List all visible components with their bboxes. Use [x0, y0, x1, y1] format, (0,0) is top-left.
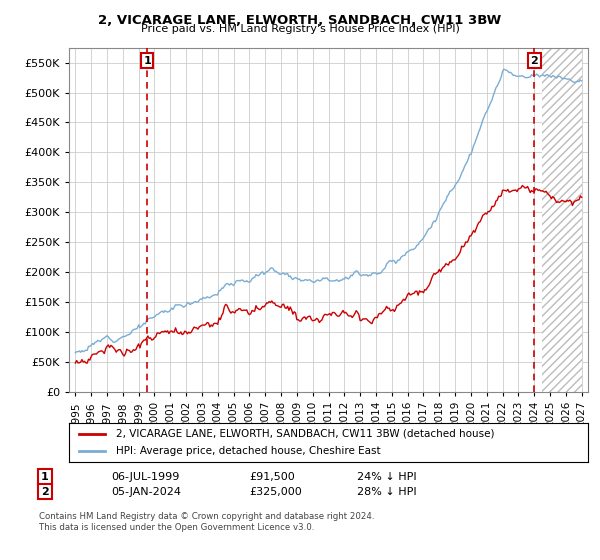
Text: 28% ↓ HPI: 28% ↓ HPI [357, 487, 416, 497]
Text: 2, VICARAGE LANE, ELWORTH, SANDBACH, CW11 3BW (detached house): 2, VICARAGE LANE, ELWORTH, SANDBACH, CW1… [116, 429, 494, 439]
Text: 1: 1 [41, 472, 49, 482]
Text: 05-JAN-2024: 05-JAN-2024 [111, 487, 181, 497]
Text: 2, VICARAGE LANE, ELWORTH, SANDBACH, CW11 3BW: 2, VICARAGE LANE, ELWORTH, SANDBACH, CW1… [98, 14, 502, 27]
Text: 24% ↓ HPI: 24% ↓ HPI [357, 472, 416, 482]
Text: 1: 1 [143, 56, 151, 66]
Text: 2: 2 [41, 487, 49, 497]
Text: HPI: Average price, detached house, Cheshire East: HPI: Average price, detached house, Ches… [116, 446, 380, 456]
Text: 2: 2 [530, 56, 538, 66]
Text: £91,500: £91,500 [249, 472, 295, 482]
Text: 06-JUL-1999: 06-JUL-1999 [111, 472, 179, 482]
Text: Contains HM Land Registry data © Crown copyright and database right 2024.
This d: Contains HM Land Registry data © Crown c… [39, 512, 374, 532]
Text: Price paid vs. HM Land Registry's House Price Index (HPI): Price paid vs. HM Land Registry's House … [140, 24, 460, 34]
Text: £325,000: £325,000 [249, 487, 302, 497]
